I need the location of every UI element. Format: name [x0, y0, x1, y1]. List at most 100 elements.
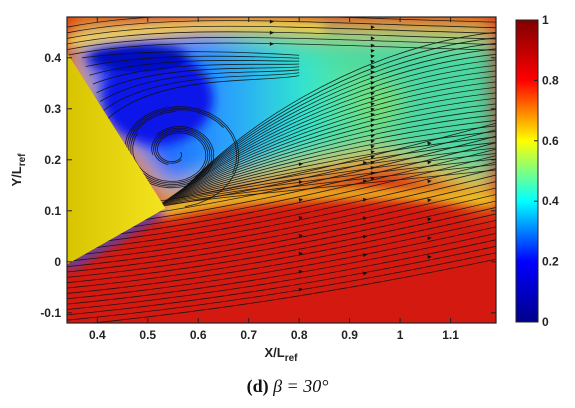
streamline-wake [178, 75, 496, 193]
streamline-upper [67, 37, 496, 51]
streamline-bubble [92, 63, 300, 85]
bluff-body [67, 52, 166, 265]
streamline-wake [168, 120, 496, 199]
streamline-upper [67, 20, 496, 34]
streamline-lower [67, 181, 496, 262]
streamline-arrow [370, 144, 375, 149]
streamline-arrow [298, 162, 303, 167]
x-tick-label: 0.7 [240, 328, 257, 342]
streamline-bubble [96, 66, 300, 94]
y-tick-label: -0.1 [40, 306, 61, 320]
streamline-wake [169, 114, 496, 198]
streamline-arrow [370, 25, 375, 30]
streamline-lower [67, 226, 496, 300]
figure-caption: (d) β = 30° [0, 376, 575, 397]
colorbar-tick-label: 0.8 [542, 73, 559, 87]
streamline-lower [67, 174, 496, 257]
streamline-arrow [370, 54, 375, 59]
streamline-wake [187, 31, 496, 186]
streamline-wake [171, 109, 496, 198]
streamline-wake [160, 158, 496, 205]
streamline-arrow [370, 102, 375, 107]
colorbar-gradient [515, 19, 539, 323]
streamline-wake [175, 86, 496, 194]
streamline-vortex [126, 107, 238, 187]
streamline-arrow [427, 255, 432, 259]
streamline-bubble [89, 59, 300, 76]
x-tick-label: 0.5 [139, 328, 156, 342]
streamline-arrow [298, 233, 303, 238]
y-tick-label: 0.2 [44, 153, 61, 167]
streamline-arrow [427, 236, 432, 241]
streamline-upper [67, 42, 496, 56]
streamline-wake [186, 37, 496, 187]
streamline-wake [161, 153, 496, 204]
streamline-wake [165, 136, 496, 202]
streamline-wake [173, 97, 496, 196]
wall-boundary-layer [67, 205, 168, 270]
streamline-arrow [370, 107, 375, 112]
colorbar-tick-label: 0.4 [542, 194, 559, 208]
streamline-arrow [370, 91, 375, 96]
streamline-wake [163, 142, 496, 203]
streamline-upper [67, 31, 496, 45]
streamline-wake [174, 92, 496, 195]
streamline-bubble [99, 69, 300, 102]
y-tick-label: 0 [54, 255, 61, 269]
streamline-vortex [132, 132, 207, 182]
colorbar-tick-label: 0.6 [542, 134, 559, 148]
streamline-wake [172, 103, 496, 197]
streamline-upper [67, 25, 496, 39]
streamline-lower [67, 168, 496, 251]
plot-frame [66, 16, 497, 324]
streamline-lower [88, 258, 496, 323]
streamline-bubble [103, 72, 300, 111]
caption-text: β = 30° [273, 376, 329, 396]
streamline-arrow [427, 217, 432, 222]
streamline-arrow [427, 141, 432, 146]
streamline-wake [185, 42, 496, 188]
lower-shear-layer [161, 188, 496, 216]
x-tick-label: 0.4 [89, 328, 106, 342]
y-tick-label: 0.1 [44, 204, 61, 218]
streamline-lower [67, 200, 496, 278]
streamline-bubble [107, 75, 300, 120]
colorbar-tick-label: 0 [542, 315, 549, 329]
streamline-wake [166, 131, 496, 201]
colorbar: 0 0.2 0.4 0.6 0.8 1 [515, 13, 559, 329]
streamline-arrow [427, 160, 432, 165]
streamline-arrow [269, 30, 274, 35]
streamline-arrow [298, 198, 303, 202]
streamline-arrow [269, 19, 274, 24]
streamline-arrow [370, 139, 375, 144]
x-tick-label: 1.1 [442, 328, 459, 342]
streamline-arrow [298, 216, 303, 220]
streamline-upper [67, 17, 496, 28]
x-tick-label: 1 [397, 328, 404, 342]
streamline-bubble [82, 51, 300, 59]
plot-area [67, 17, 496, 323]
streamline-arrow [363, 234, 368, 239]
colorbar-tick-label: 0.2 [542, 255, 559, 269]
x-axis-label: X/Lref [264, 345, 298, 364]
streamline-arrow [370, 59, 375, 64]
streamline-wake [183, 53, 496, 189]
streamline-arrow [370, 49, 375, 53]
streamline-lower [67, 245, 496, 316]
streamline-wake [184, 48, 496, 189]
streamline-lower [67, 239, 496, 310]
separation-core [87, 43, 188, 72]
streamline-lower [67, 219, 496, 294]
streamline-wake [162, 147, 496, 203]
y-axis-label-main: Y/L [9, 166, 24, 186]
x-axis-label-main: X/L [264, 345, 284, 360]
streamline-arrow [427, 198, 432, 203]
streamline-arrow [370, 65, 375, 69]
field-core-layer [67, 21, 496, 270]
streamline-bubble [85, 55, 300, 67]
streamline-wake [181, 59, 496, 190]
y-tick-label: 0.3 [44, 102, 61, 116]
streamline-arrow [363, 253, 368, 257]
x-axis-label-sub: ref [285, 353, 298, 364]
